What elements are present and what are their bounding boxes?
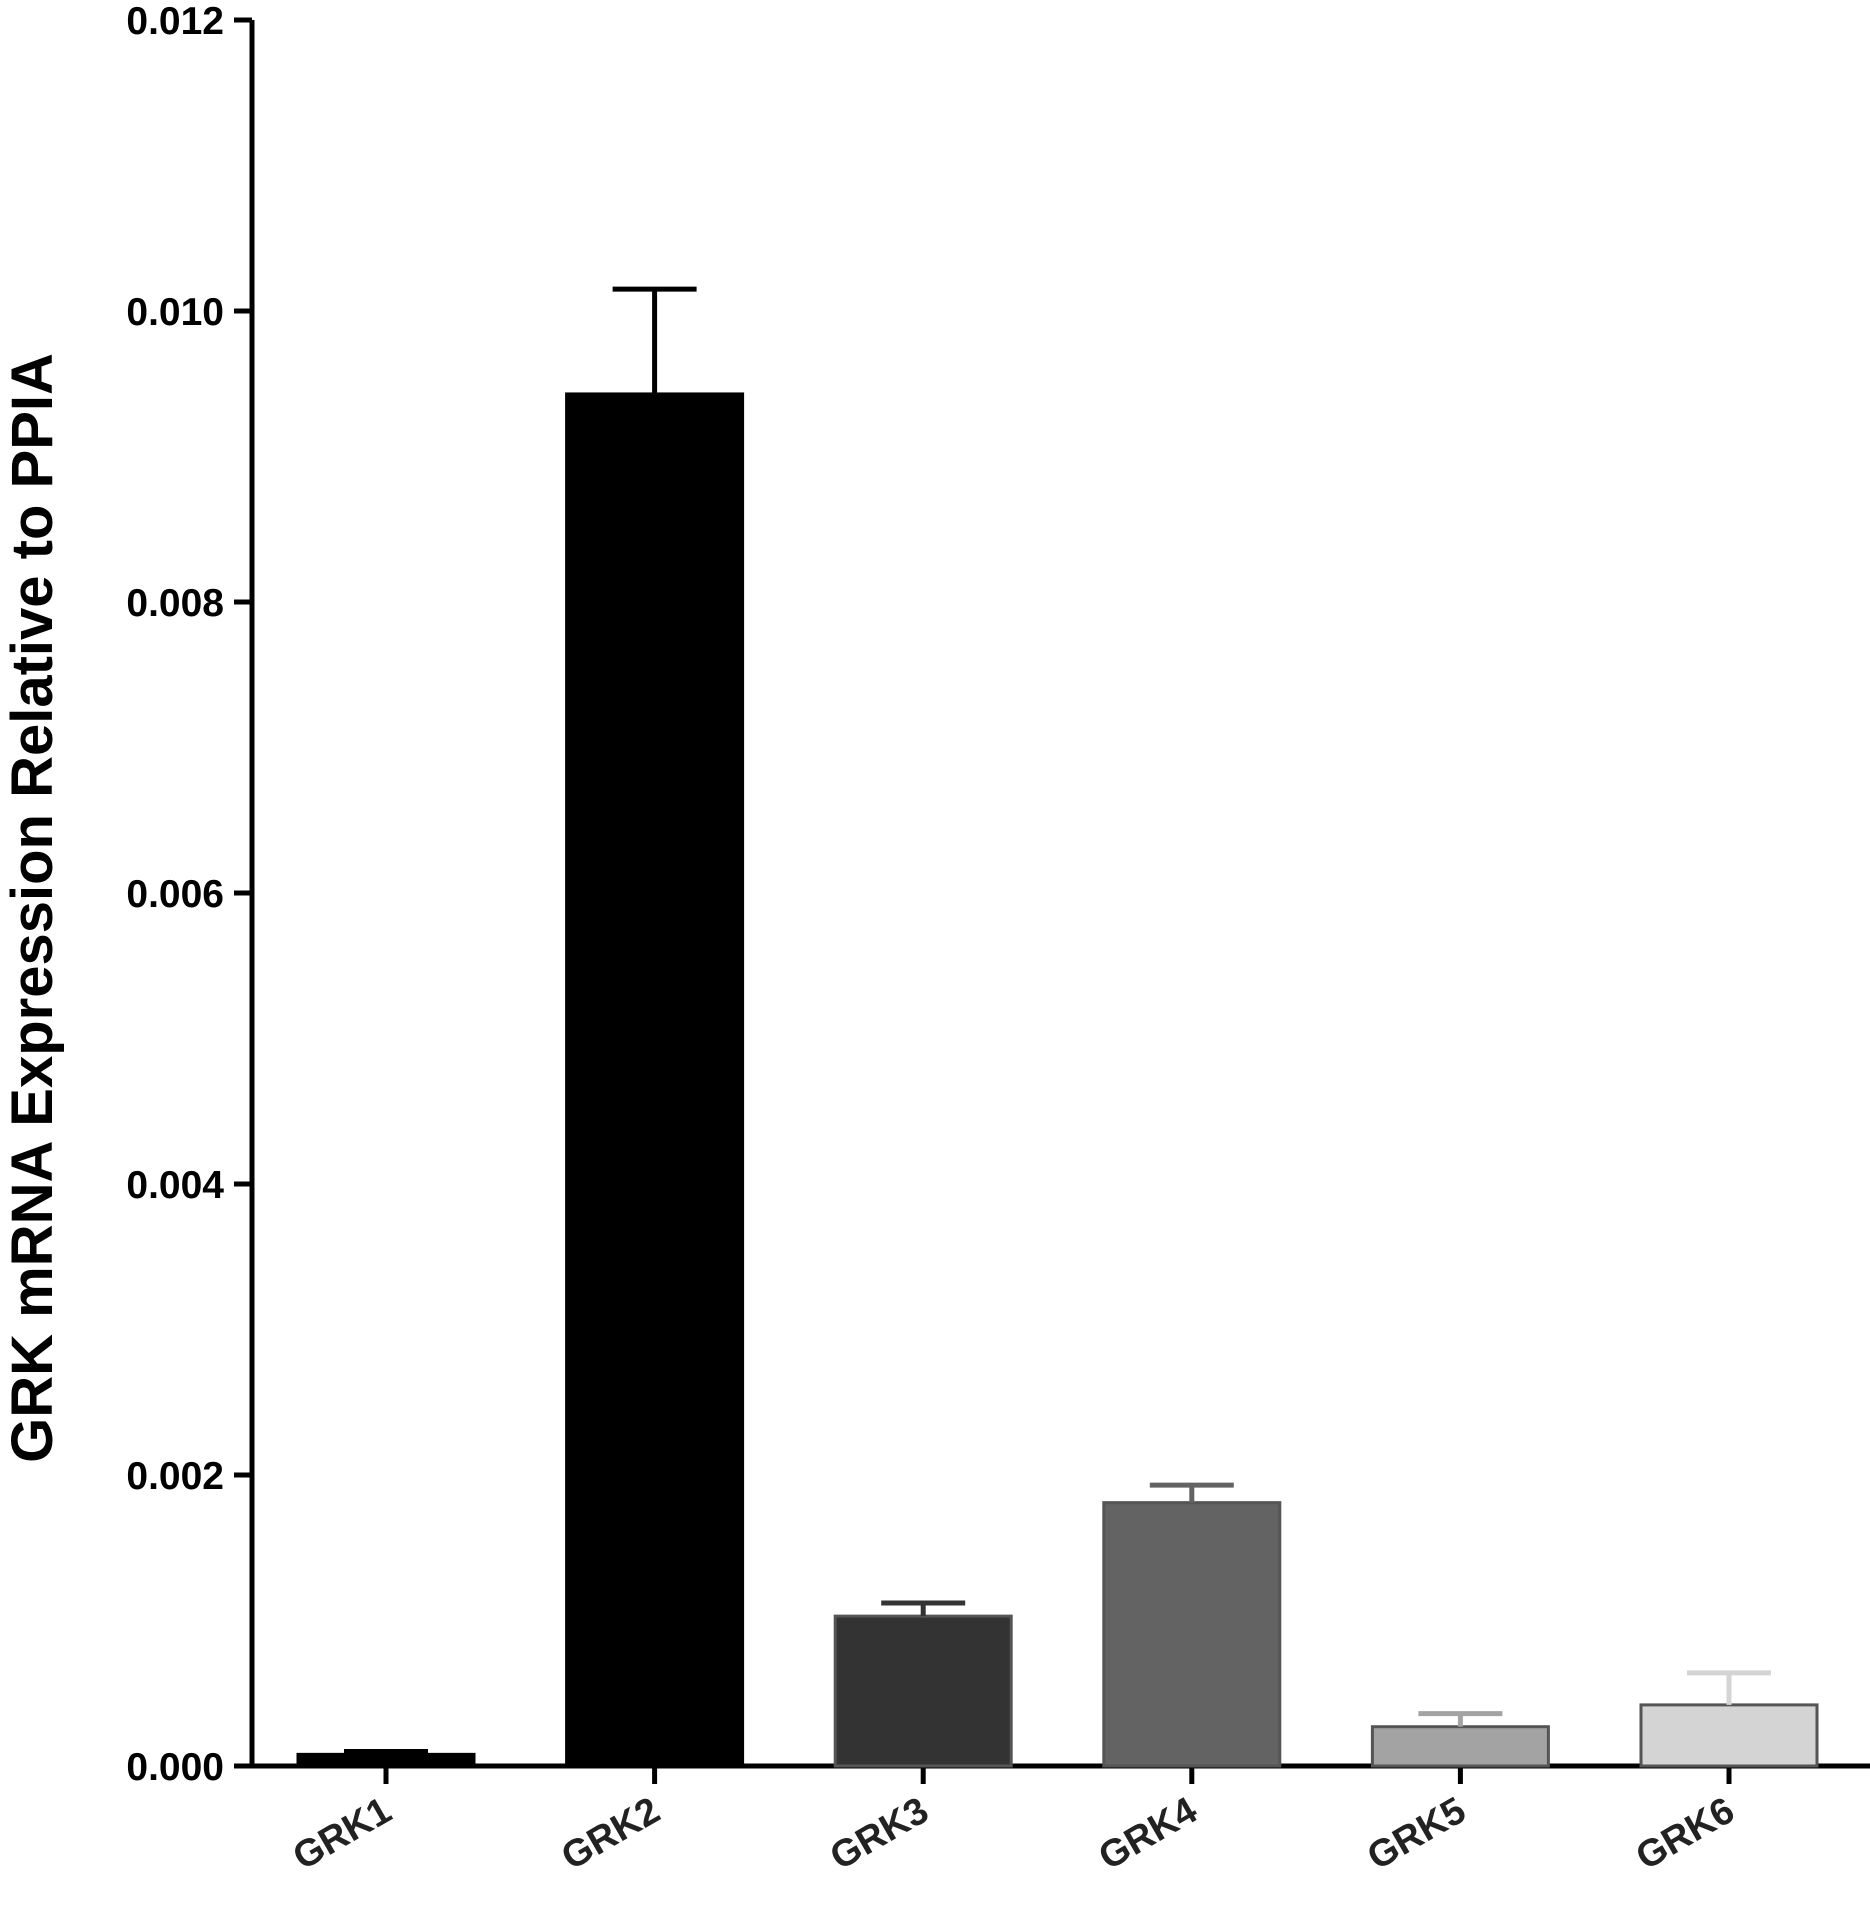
- x-tick-label-grk3: GRK3: [823, 1789, 935, 1878]
- bar-grk6: [1639, 1703, 1819, 1768]
- y-tick-label: 0.000: [126, 1746, 224, 1789]
- bar-grk3: [833, 1614, 1013, 1768]
- bars: [296, 286, 1819, 1768]
- y-tick-label: 0.012: [126, 0, 224, 43]
- y-axis: 0.000 0.002 0.004 0.006 0.008 0.010 0.012: [126, 0, 255, 1789]
- bar-grk2: [565, 392, 745, 1768]
- y-tick-label: 0.006: [126, 873, 224, 916]
- x-axis: GRK1 GRK2 GRK3 GRK4 GRK5 GRK6: [250, 1763, 1870, 1879]
- bar-grk5: [1370, 1725, 1550, 1768]
- x-tick-label-grk4: GRK4: [1092, 1789, 1204, 1878]
- x-tick-label-grk1: GRK1: [286, 1789, 398, 1878]
- x-tick-label-grk5: GRK5: [1360, 1789, 1472, 1878]
- y-axis-title: GRK mRNA Expression Relative to PPIA: [0, 353, 65, 1463]
- y-tick-label: 0.004: [126, 1164, 224, 1207]
- bar-grk4: [1102, 1501, 1282, 1768]
- y-tick-label: 0.008: [126, 582, 224, 625]
- y-tick-label: 0.010: [126, 291, 224, 334]
- bar-grk1: [296, 1752, 476, 1768]
- x-tick-label-grk2: GRK2: [555, 1789, 667, 1878]
- x-tick-label-grk6: GRK6: [1629, 1789, 1741, 1878]
- y-tick-label: 0.002: [126, 1455, 224, 1498]
